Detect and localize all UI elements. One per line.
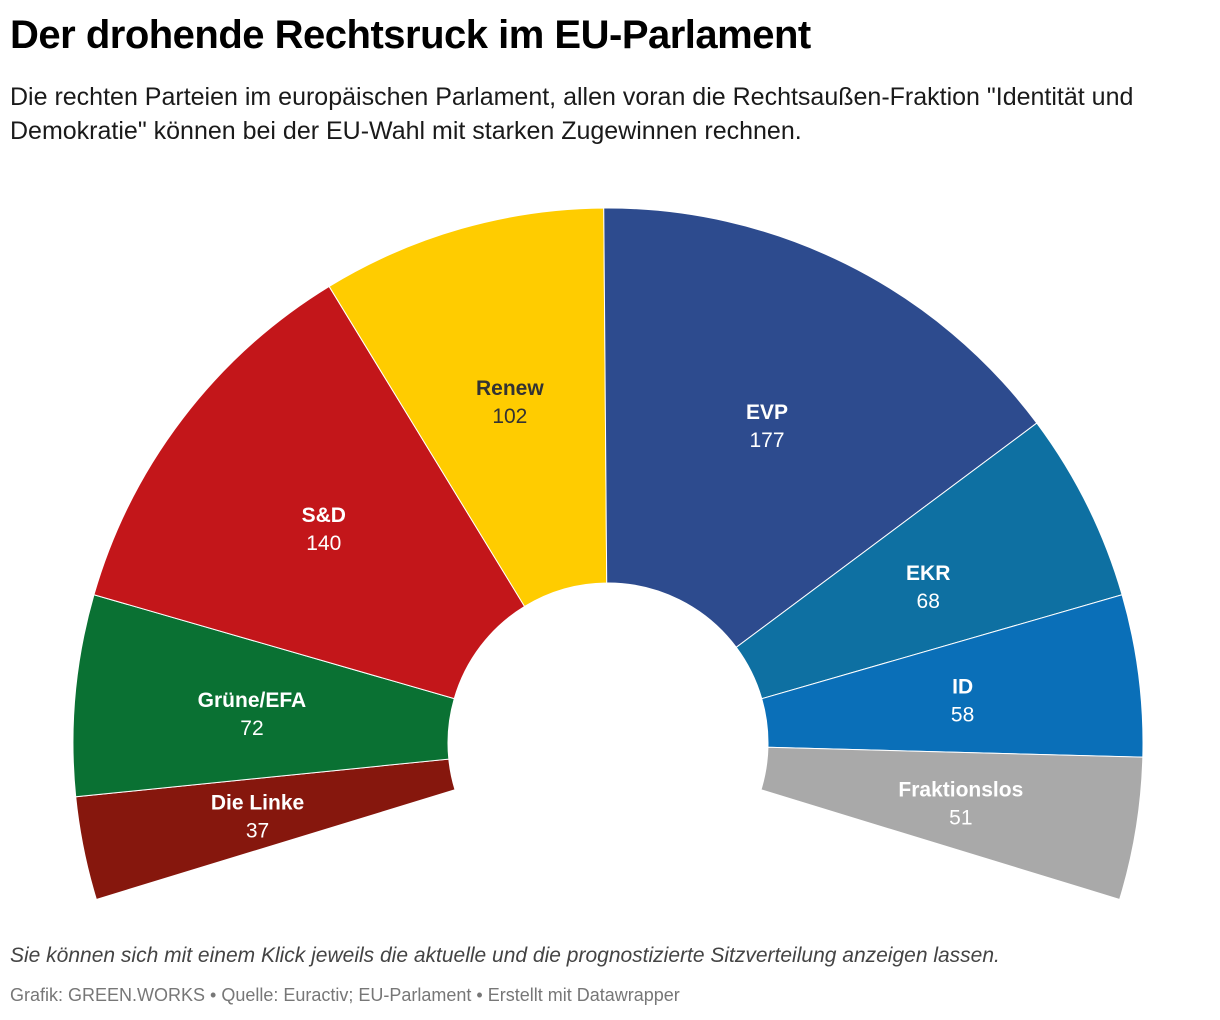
segment-name-die-linke: Die Linke: [211, 792, 304, 815]
chart-byline: Grafik: GREEN.WORKS • Quelle: Euractiv; …: [10, 985, 680, 1005]
segment-value-evp: 177: [749, 429, 784, 452]
segment-label-id: ID 58: [951, 676, 974, 727]
segment-value-s-d: 140: [306, 532, 341, 555]
segment-label-evp: EVP 177: [746, 401, 788, 452]
segment-value-renew: 102: [492, 405, 527, 428]
segment-label-s-d: S&D 140: [302, 504, 346, 555]
segment-name-evp: EVP: [746, 401, 788, 424]
parliament-chart[interactable]: Die Linke 37 Grüne/EFA 72 S&D 140 Renew 102 EVP 1…: [0, 180, 1220, 920]
segment-name-ekr: EKR: [906, 562, 950, 585]
segment-s-d[interactable]: [93, 285, 526, 700]
segment-name-fraktionslos: Fraktionslos: [898, 779, 1023, 802]
segment-label-ekr: EKR 68: [906, 562, 950, 613]
segment-name-gr-ne-efa: Grüne/EFA: [198, 689, 307, 712]
segment-name-id: ID: [952, 676, 973, 699]
segment-fraktionslos[interactable]: [760, 746, 1144, 901]
chart-subtitle: Die rechten Parteien im europäischen Par…: [10, 83, 1134, 145]
segment-value-gr-ne-efa: 72: [240, 717, 263, 740]
segment-label-renew: Renew 102: [476, 377, 544, 428]
segment-label-fraktionslos: Fraktionslos 51: [898, 779, 1023, 830]
segment-value-die-linke: 37: [246, 820, 269, 843]
chart-notes: Sie können sich mit einem Klick jeweils …: [10, 944, 1000, 967]
segment-value-ekr: 68: [917, 590, 940, 613]
segment-label-gr-ne-efa: Grüne/EFA 72: [198, 689, 307, 740]
segment-name-renew: Renew: [476, 377, 544, 400]
chart-title: Der drohende Rechtsruck im EU-Parlament: [10, 13, 811, 57]
segment-value-id: 58: [951, 704, 974, 727]
segment-label-die-linke: Die Linke 37: [211, 792, 304, 843]
segment-value-fraktionslos: 51: [949, 807, 972, 830]
segment-name-s-d: S&D: [302, 504, 346, 527]
segment-evp[interactable]: [603, 207, 1038, 649]
segment-renew[interactable]: [328, 207, 608, 608]
segment-gr-ne-efa[interactable]: [72, 594, 455, 798]
